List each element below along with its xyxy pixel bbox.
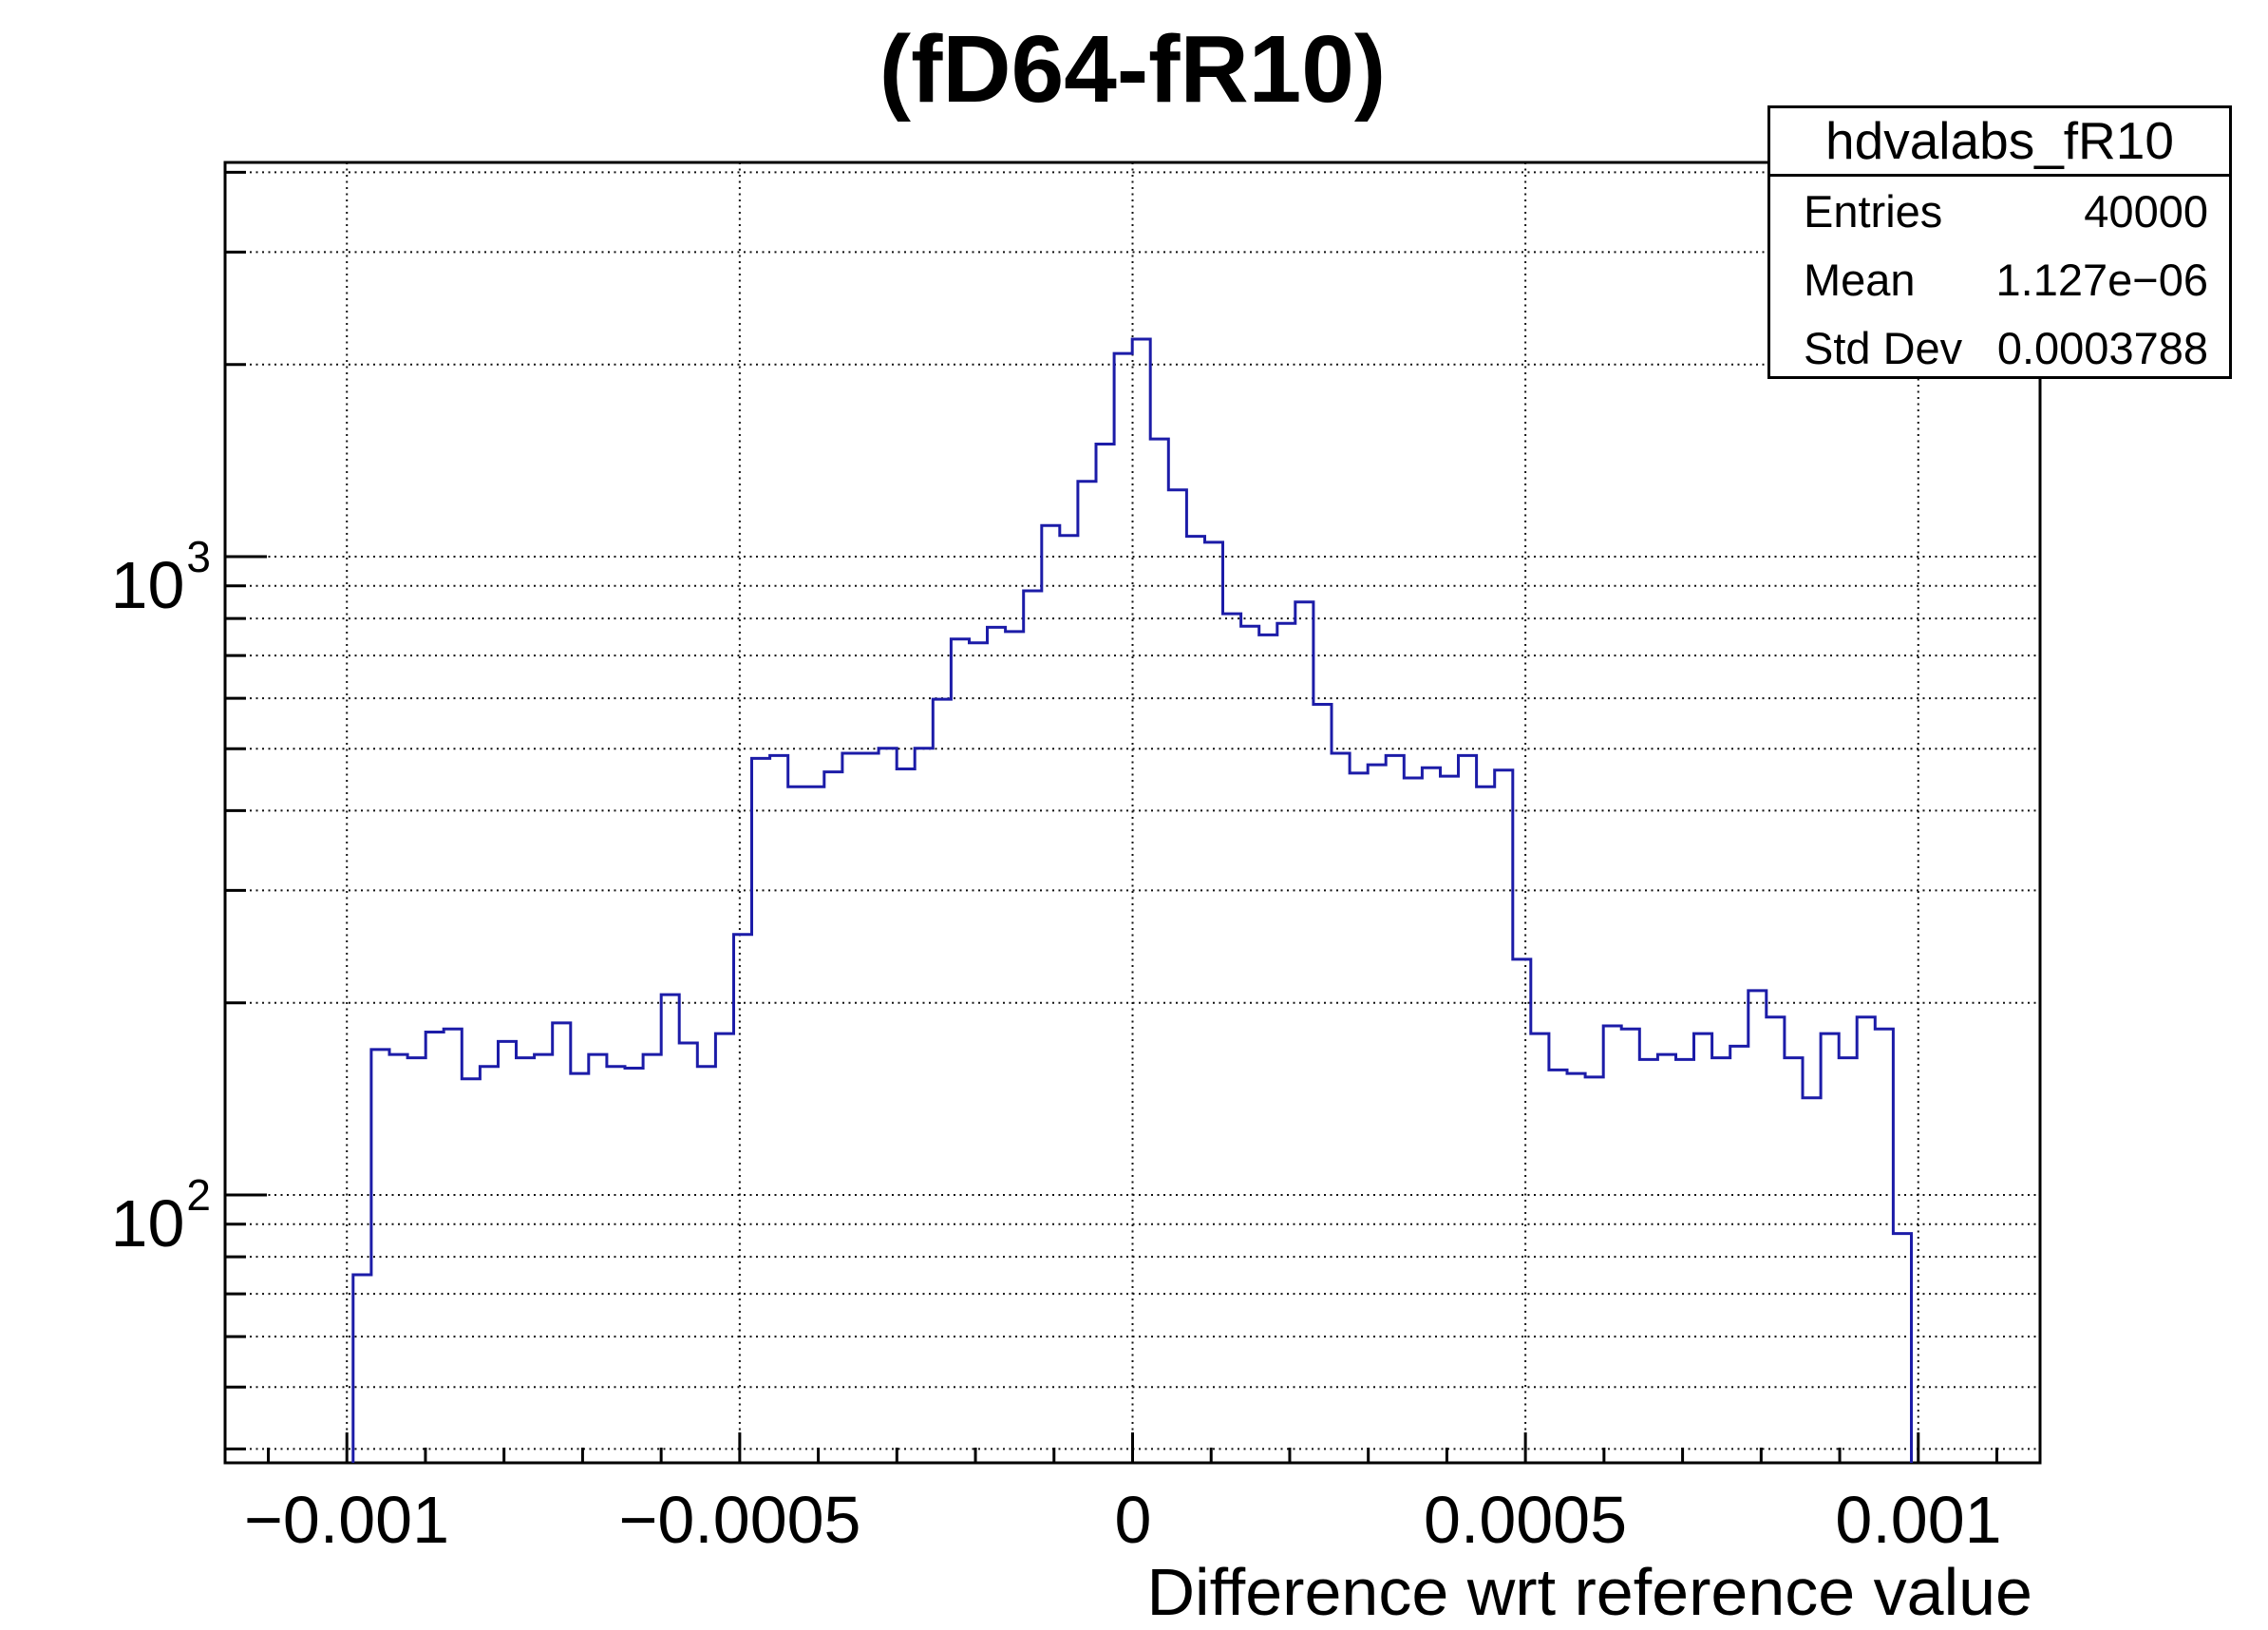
x-tick-label: 0.001: [1835, 1483, 2002, 1557]
stats-value: 1.127e−06: [1995, 254, 2208, 305]
x-tick-label: 0.0005: [1423, 1483, 1628, 1557]
stats-box: hdvalabs_fR10 Entries 40000 Mean 1.127e−…: [1767, 105, 2232, 379]
stats-row-stddev: Std Dev 0.0003788: [1770, 313, 2229, 382]
histogram-step-line: [351, 337, 1913, 1463]
stats-row-entries: Entries 40000: [1770, 177, 2229, 245]
stats-value: 0.0003788: [1996, 322, 2208, 373]
plot-title: (fD64-fR10): [879, 16, 1387, 123]
stats-label: Std Dev: [1804, 322, 1963, 373]
stats-label: Entries: [1804, 185, 1943, 237]
stats-box-title: hdvalabs_fR10: [1770, 108, 2229, 177]
plot-frame: [223, 161, 2042, 1465]
stats-row-mean: Mean 1.127e−06: [1770, 245, 2229, 313]
x-axis-title: Difference wrt reference value: [1146, 1555, 2033, 1629]
stats-label: Mean: [1804, 254, 1916, 305]
x-tick-label: −0.0005: [618, 1483, 861, 1557]
x-tick-label: −0.001: [243, 1483, 450, 1557]
y-axis-tick-label-1000: 103: [110, 532, 211, 622]
x-tick-label: 0: [1114, 1483, 1152, 1557]
stats-value: 40000: [2084, 185, 2208, 237]
y-axis-tick-label-100: 102: [110, 1170, 211, 1260]
